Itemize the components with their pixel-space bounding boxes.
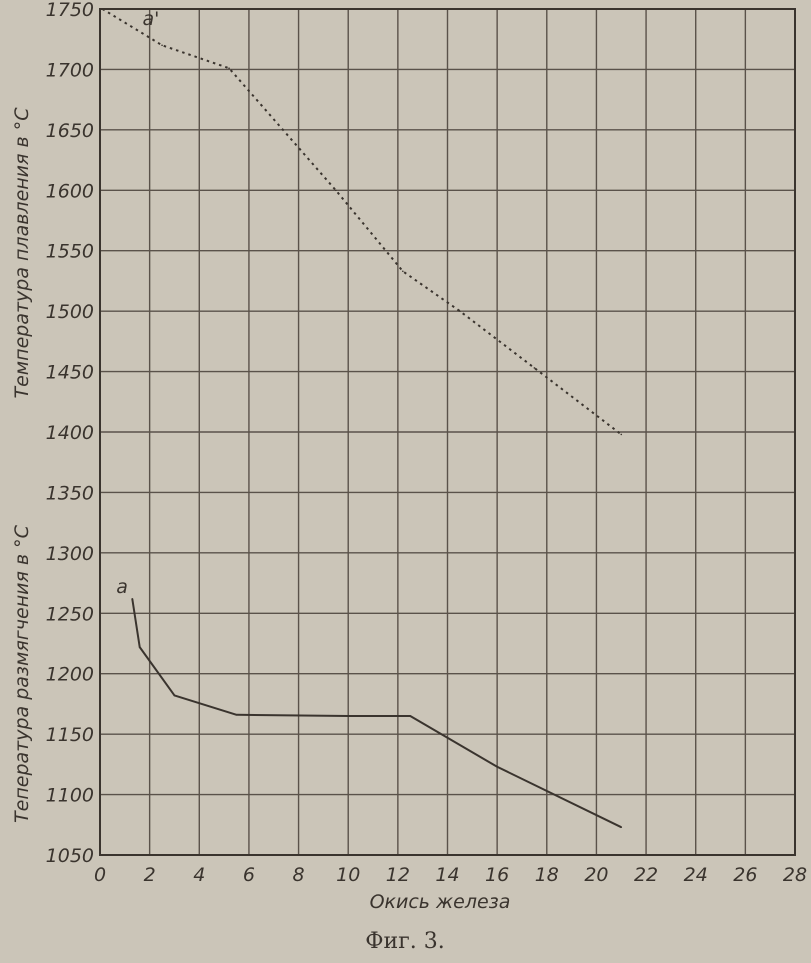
data-point [335, 189, 337, 192]
y-tick-label: 1750 [46, 0, 94, 21]
x-tick-label: 8 [293, 864, 305, 886]
data-point [228, 67, 230, 70]
series-label: a [116, 576, 128, 598]
x-axis-title: Окись железа [370, 891, 511, 913]
data-point [235, 714, 238, 716]
y-tick-label: 1150 [46, 724, 94, 746]
data-point [496, 765, 498, 768]
y-tick-label: 1400 [46, 422, 94, 444]
y-tick-label: 1250 [46, 603, 94, 625]
x-tick-label: 22 [634, 864, 658, 886]
y-axis-title-lower: Тепература размягчения в °С [11, 524, 33, 823]
data-point [101, 8, 104, 10]
series-layer: a' a [101, 8, 623, 829]
y-tick-label: 1050 [46, 845, 94, 867]
y-tick-label: 1600 [46, 180, 94, 202]
x-tick-label: 28 [783, 864, 807, 886]
x-tick-label: 26 [733, 864, 757, 886]
data-point [138, 646, 141, 648]
data-point [402, 270, 404, 273]
tick-labels: 0 2 4 6 8 10 12 14 16 18 20 22 24 26 28105011001150120… [46, 0, 807, 886]
series-label: a' [142, 8, 159, 30]
data-point [409, 715, 412, 717]
y-tick-label: 1700 [46, 59, 94, 81]
y-tick-label: 1650 [46, 120, 94, 142]
y-axis-title-upper: Температура плавления в °С [11, 107, 33, 399]
data-point [620, 433, 623, 436]
y-tick-label: 1300 [46, 543, 94, 565]
x-tick-label: 24 [684, 864, 708, 886]
data-point [161, 44, 163, 47]
data-point [459, 310, 461, 312]
data-point [131, 597, 134, 600]
data-point [620, 826, 623, 829]
y-tick-label: 1200 [46, 664, 94, 686]
data-point [347, 715, 350, 717]
x-tick-label: 20 [584, 864, 608, 886]
x-tick-label: 10 [336, 864, 360, 886]
x-tick-label: 4 [193, 864, 205, 886]
y-tick-label: 1550 [46, 241, 94, 263]
x-tick-label: 18 [535, 864, 559, 886]
data-point [533, 367, 536, 369]
plot-frame [99, 8, 796, 856]
series-line-2 [131, 598, 622, 829]
figure-caption: Фиг. 3. [365, 929, 444, 954]
series-line-1 [101, 8, 622, 436]
y-tick-label: 1100 [46, 785, 94, 807]
x-tick-label: 6 [243, 864, 255, 886]
y-tick-label: 1350 [46, 482, 94, 504]
x-tick-label: 0 [94, 864, 106, 886]
x-tick-label: 2 [144, 864, 156, 886]
data-point [173, 694, 176, 697]
x-tick-label: 12 [386, 864, 410, 886]
grid [99, 8, 796, 856]
x-tick-label: 16 [485, 864, 509, 886]
x-tick-label: 14 [435, 864, 459, 886]
y-tick-label: 1450 [46, 362, 94, 384]
y-tick-label: 1500 [46, 301, 94, 323]
